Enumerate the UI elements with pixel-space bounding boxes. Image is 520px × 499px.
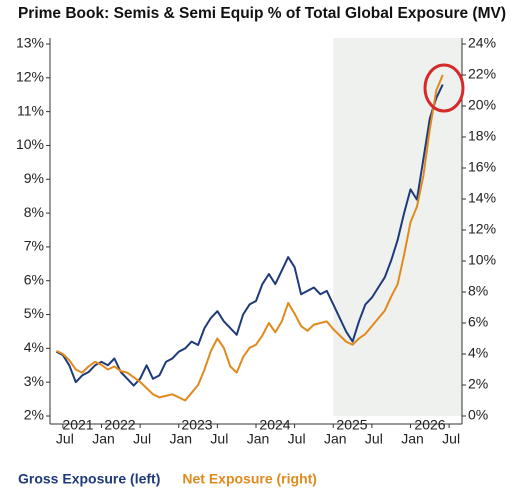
- year-label: 2023: [181, 417, 212, 433]
- y2-tick-label: 24%: [468, 35, 496, 51]
- y-tick-label: 11%: [17, 102, 44, 118]
- year-label: 2026: [414, 417, 445, 433]
- y-tick-label: 13%: [16, 35, 44, 51]
- shaded-region: [333, 38, 462, 416]
- y-tick-label: 2%: [24, 407, 44, 423]
- y-tick-label: 4%: [24, 339, 44, 355]
- x-tick-label: Jul: [210, 431, 228, 447]
- y2-tick-label: 0%: [468, 407, 488, 423]
- year-label: 2025: [336, 417, 367, 433]
- x-tick-label: Jan: [169, 431, 192, 447]
- x-tick-label: Jan: [401, 431, 424, 447]
- y2-tick-label: 10%: [468, 252, 496, 268]
- y2-tick-label: 2%: [468, 376, 488, 392]
- legend-label: Net Exposure (right): [182, 471, 317, 487]
- y-tick-label: 12%: [16, 69, 44, 85]
- y2-tick-label: 18%: [468, 128, 496, 144]
- y2-tick-label: 6%: [468, 314, 488, 330]
- y-tick-label: 6%: [24, 271, 44, 287]
- x-tick-label: Jul: [288, 431, 306, 447]
- x-tick-label: Jul: [442, 431, 460, 447]
- y2-tick-label: 22%: [468, 66, 496, 82]
- year-label: 2021: [62, 417, 93, 433]
- y-tick-label: 8%: [24, 204, 44, 220]
- highlight-circle: [423, 63, 465, 113]
- chart-title: Prime Book: Semis & Semi Equip % of Tota…: [18, 5, 506, 22]
- y-tick-label: 5%: [24, 305, 44, 321]
- y-tick-label: 10%: [16, 136, 44, 152]
- year-label: 2022: [104, 417, 135, 433]
- y2-tick-label: 12%: [468, 221, 496, 237]
- y2-tick-label: 16%: [468, 159, 496, 175]
- x-tick-label: Jan: [92, 431, 115, 447]
- y2-tick-label: 20%: [468, 97, 496, 113]
- y2-tick-label: 4%: [468, 345, 488, 361]
- x-tick-label: Jul: [56, 431, 74, 447]
- series-line: [55, 74, 444, 402]
- x-tick-label: Jan: [247, 431, 270, 447]
- y2-tick-label: 14%: [468, 190, 496, 206]
- y-tick-label: 3%: [24, 373, 44, 389]
- y2-tick-label: 8%: [468, 283, 488, 299]
- x-tick-label: Jan: [324, 431, 347, 447]
- x-tick-label: Jul: [133, 431, 151, 447]
- x-tick-label: Jul: [365, 431, 383, 447]
- y-tick-label: 9%: [24, 170, 44, 186]
- legend-label: Gross Exposure (left): [18, 471, 160, 487]
- y-tick-label: 7%: [24, 238, 44, 254]
- year-label: 2024: [259, 417, 290, 433]
